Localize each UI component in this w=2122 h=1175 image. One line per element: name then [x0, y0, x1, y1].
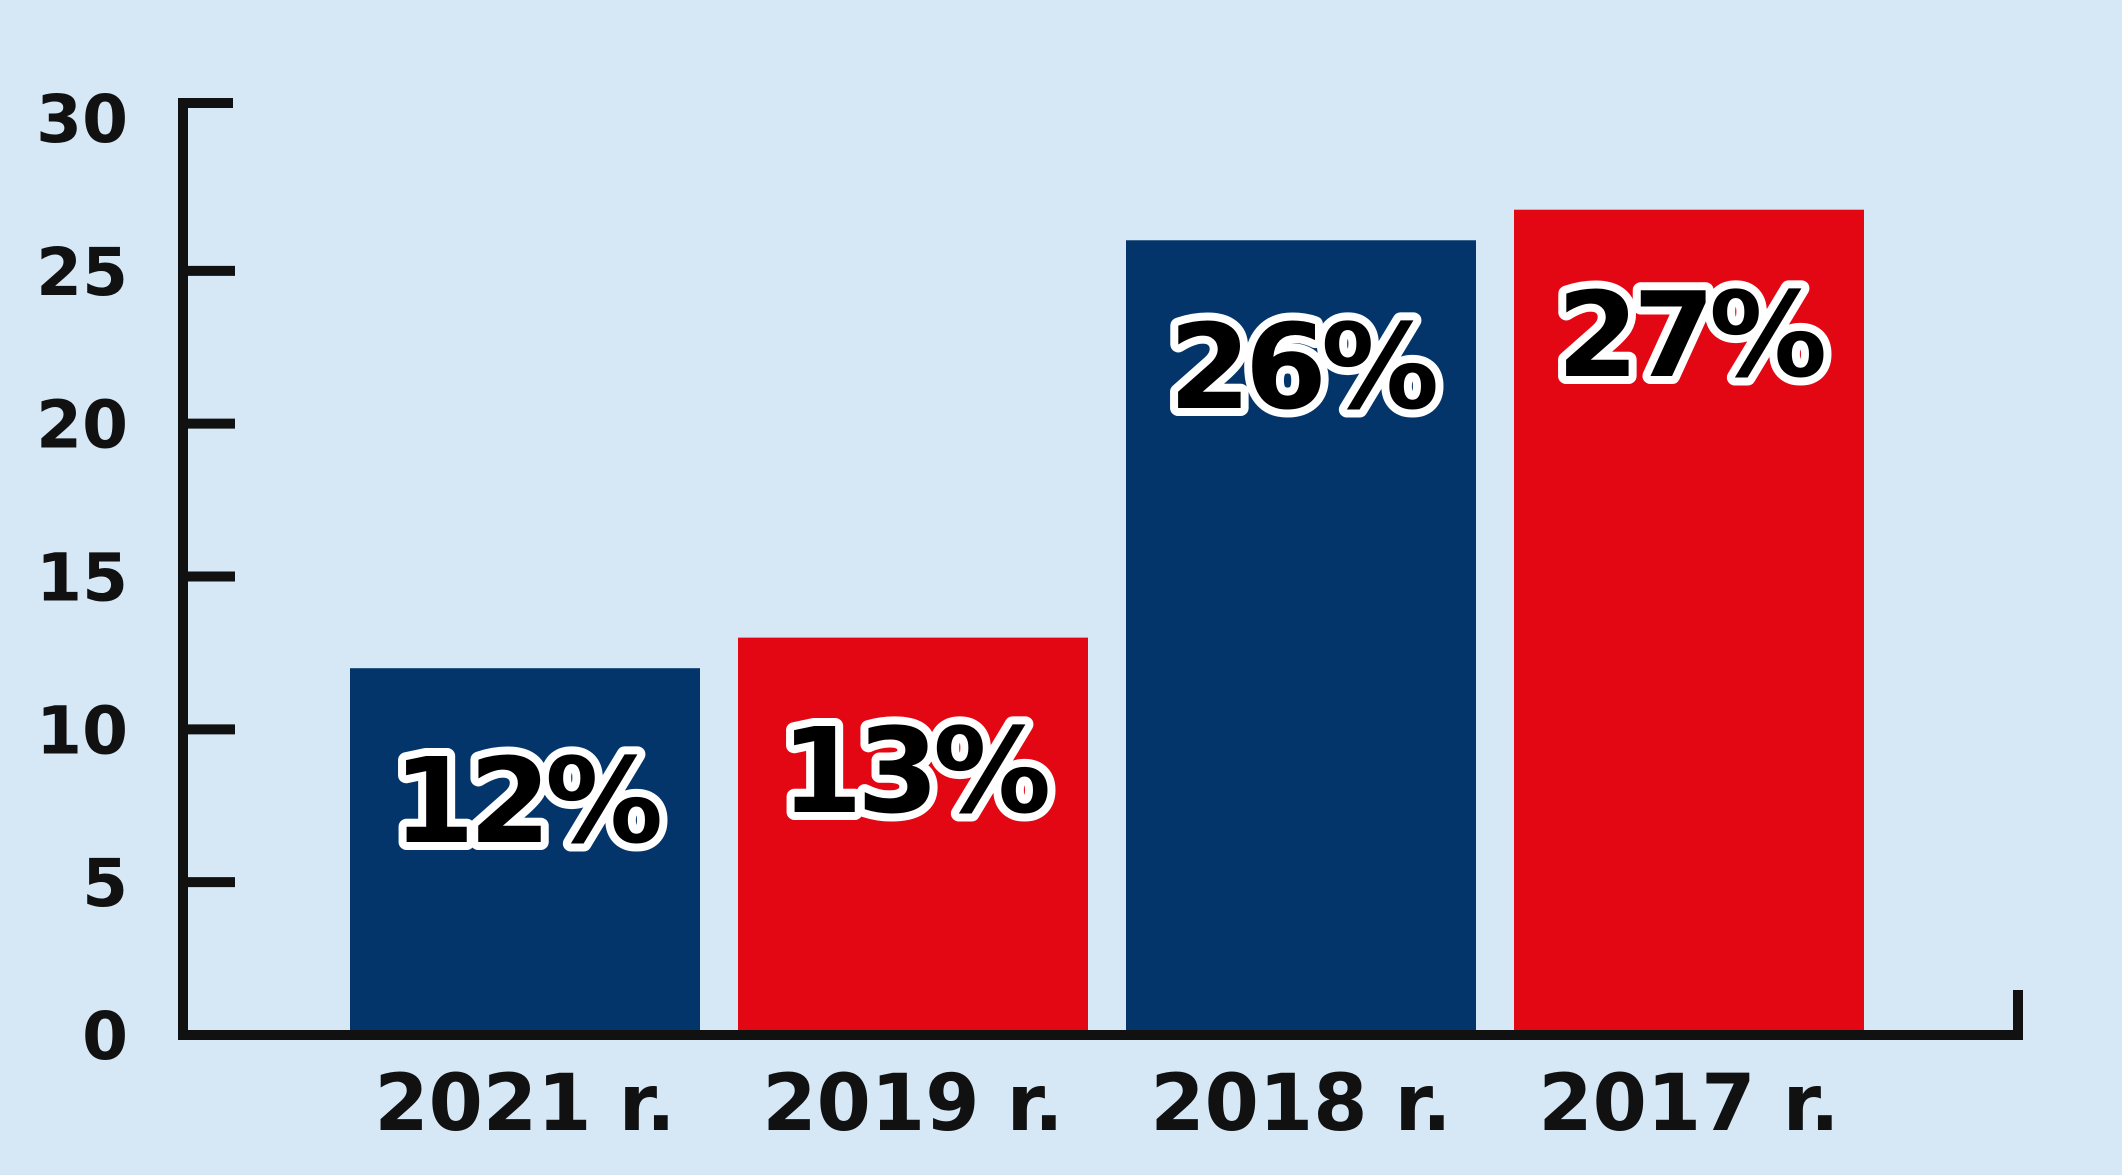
data-label-2: 26% — [1169, 298, 1436, 436]
axes-layer — [178, 98, 2023, 1040]
y-tick-label-30: 30 — [36, 81, 128, 158]
y-tick-label-25: 25 — [36, 234, 128, 311]
y-tick-label-0: 0 — [82, 998, 128, 1075]
y-tick-label-15: 15 — [36, 540, 128, 617]
data-label-1: 13% — [781, 702, 1048, 840]
data-label-0: 12% — [393, 732, 660, 870]
y-tick-label-20: 20 — [36, 387, 128, 464]
bars-layer — [350, 209, 1864, 1035]
bar-2 — [1126, 240, 1476, 1035]
bar-1 — [738, 637, 1088, 1035]
data-label-3: 27% — [1557, 266, 1824, 404]
bar-3 — [1514, 209, 1864, 1035]
y-ticks: 0 5 10 15 20 25 30 — [36, 81, 235, 1075]
x-category-label-0: 2021 r. — [374, 1059, 675, 1149]
bar-0 — [350, 668, 700, 1035]
x-category-labels: 2021 r. 2019 r. 2018 r. 2017 r. — [374, 1059, 1839, 1149]
y-tick-label-5: 5 — [82, 845, 128, 922]
x-category-label-2: 2018 r. — [1150, 1059, 1451, 1149]
y-tick-label-10: 10 — [36, 692, 128, 769]
x-category-label-3: 2017 r. — [1538, 1059, 1839, 1149]
data-labels: 12% 13% 26% 27% — [385, 258, 1838, 878]
x-category-label-1: 2019 r. — [762, 1059, 1063, 1149]
axis-frame — [178, 98, 2023, 1040]
